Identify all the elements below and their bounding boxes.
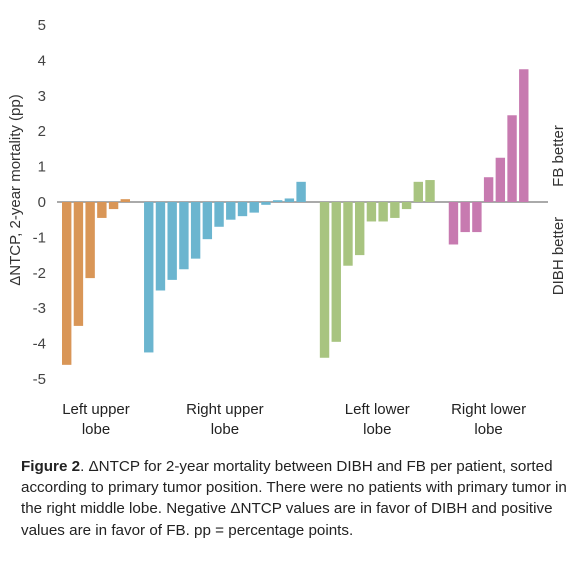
bar (62, 202, 72, 365)
group-label: Left upper (62, 401, 130, 418)
y-tick-label: -1 (33, 229, 46, 246)
bar (120, 199, 130, 202)
group-labels: Left upper lobe Right upper lobe Left lower l… (62, 401, 526, 438)
bar (401, 202, 412, 210)
bar (319, 202, 330, 358)
bar (366, 202, 377, 222)
y-tick-label: -5 (33, 371, 46, 388)
bar (190, 202, 201, 259)
y-tick-label: 4 (38, 52, 46, 69)
bar (519, 69, 529, 202)
bar (460, 202, 470, 233)
bar (272, 200, 283, 202)
figure-caption-text: . ΔNTCP for 2-year mortality between DIB… (21, 458, 567, 539)
y-tick-label: -3 (33, 300, 46, 317)
bar (472, 202, 482, 233)
bar (226, 202, 236, 220)
bar (507, 115, 517, 202)
bar (355, 202, 365, 256)
bar (331, 202, 341, 342)
group-label: Right lower (451, 401, 526, 418)
y-tick-label: 3 (38, 88, 46, 105)
y-tick-label: 2 (38, 123, 46, 140)
bar (483, 177, 494, 202)
ntcp-bar-chart: 5 4 3 2 1 0 -1 -2 -3 -4 -5 Left upper lobe Right upp… (7, 17, 567, 438)
bar (85, 202, 95, 279)
y-tick-label: -2 (33, 265, 46, 282)
group-label: Left lower (345, 401, 410, 418)
bar (261, 202, 271, 205)
dibh-better-label: DIBH better (550, 217, 567, 295)
bar (413, 181, 423, 202)
bar (378, 202, 388, 222)
y-axis-label: ΔNTCP, 2-year mortality (pp) (7, 94, 24, 285)
group-label: lobe (211, 421, 239, 438)
bar (155, 202, 166, 291)
y-axis-ticks: 5 4 3 2 1 0 -1 -2 -3 -4 -5 (33, 17, 46, 388)
bar (97, 202, 107, 218)
y-tick-label: 1 (38, 159, 46, 176)
bar (179, 202, 189, 270)
figure-caption: Figure 2. ΔNTCP for 2-year mortality bet… (21, 456, 573, 541)
bar (144, 202, 154, 353)
figure-label: Figure 2 (21, 458, 81, 475)
fb-better-label: FB better (550, 125, 567, 187)
bar (343, 202, 353, 266)
bar (448, 202, 459, 245)
bar (167, 202, 177, 280)
bars (62, 69, 529, 365)
group-label: lobe (474, 421, 502, 438)
bar (390, 202, 400, 218)
y-tick-label: 0 (38, 194, 46, 211)
bar (108, 202, 119, 210)
group-label: lobe (82, 421, 110, 438)
bar (237, 202, 248, 217)
group-label: Right upper (186, 401, 264, 418)
bar (495, 157, 506, 202)
bar (284, 198, 295, 202)
bar (425, 180, 435, 202)
y-tick-label: 5 (38, 17, 46, 34)
bar (73, 202, 84, 326)
bar (296, 181, 306, 202)
y-tick-label: -4 (33, 336, 46, 353)
bar (202, 202, 213, 240)
group-label: lobe (363, 421, 391, 438)
bar (214, 202, 224, 227)
bar (249, 202, 259, 213)
